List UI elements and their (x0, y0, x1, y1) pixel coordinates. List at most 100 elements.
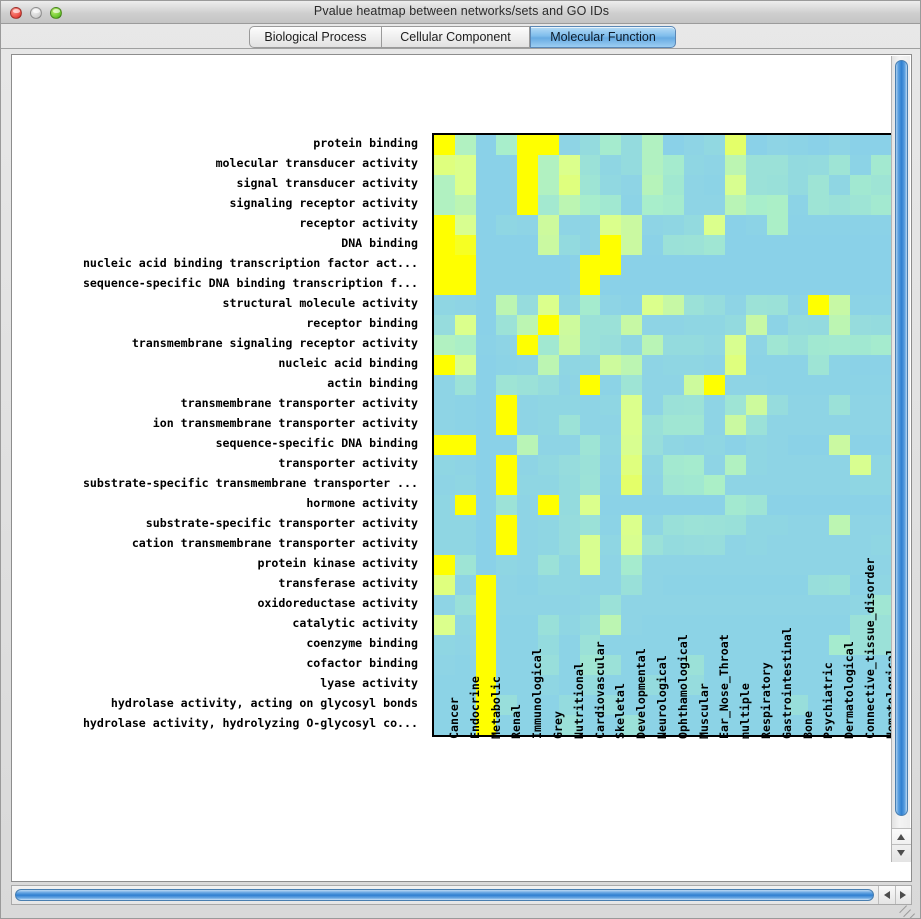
heatmap-cell[interactable] (517, 175, 538, 195)
heatmap-cell[interactable] (787, 635, 809, 655)
heatmap-cell[interactable] (579, 675, 601, 695)
heatmap-cell[interactable] (683, 475, 705, 495)
heatmap-cell[interactable] (496, 475, 518, 495)
heatmap-cell[interactable] (558, 715, 580, 735)
heatmap-cell[interactable] (579, 495, 601, 515)
heatmap-cell[interactable] (600, 275, 622, 295)
heatmap-cell[interactable] (808, 675, 830, 695)
heatmap-cell[interactable] (641, 595, 663, 615)
heatmap-cell[interactable] (829, 635, 850, 655)
heatmap-cell[interactable] (579, 175, 601, 195)
heatmap-cell[interactable] (558, 195, 580, 215)
tab-biological-process[interactable]: Biological Process (249, 26, 382, 48)
heatmap-cell[interactable] (621, 695, 642, 715)
heatmap-cell[interactable] (870, 255, 892, 275)
heatmap-cell[interactable] (475, 195, 497, 215)
heatmap-cell[interactable] (621, 215, 642, 235)
heatmap-cell[interactable] (829, 675, 850, 695)
heatmap-cell[interactable] (600, 535, 622, 555)
heatmap-cell[interactable] (662, 155, 684, 175)
heatmap-cell[interactable] (454, 215, 476, 235)
heatmap-cell[interactable] (600, 335, 622, 355)
heatmap-cell[interactable] (517, 455, 538, 475)
heatmap-cell[interactable] (537, 615, 559, 635)
heatmap-cell[interactable] (537, 475, 559, 495)
heatmap-cell[interactable] (496, 315, 518, 335)
heatmap-cell[interactable] (704, 615, 726, 635)
heatmap-cell[interactable] (579, 515, 601, 535)
heatmap-cell[interactable] (662, 615, 684, 635)
heatmap-cell[interactable] (600, 195, 622, 215)
heatmap-cell[interactable] (745, 135, 767, 155)
heatmap-cell[interactable] (849, 195, 871, 215)
heatmap-cell[interactable] (579, 295, 601, 315)
heatmap-cell[interactable] (870, 155, 892, 175)
heatmap-cell[interactable] (558, 415, 580, 435)
heatmap-cell[interactable] (849, 555, 871, 575)
heatmap-cell[interactable] (579, 535, 601, 555)
heatmap-cell[interactable] (849, 335, 871, 355)
heatmap-cell[interactable] (766, 475, 788, 495)
heatmap-cell[interactable] (434, 435, 455, 455)
horizontal-scrollbar[interactable] (11, 885, 912, 905)
heatmap-cell[interactable] (849, 175, 871, 195)
heatmap-cell[interactable] (537, 595, 559, 615)
heatmap-cell[interactable] (787, 495, 809, 515)
heatmap-cell[interactable] (475, 475, 497, 495)
heatmap-cell[interactable] (641, 475, 663, 495)
heatmap-cell[interactable] (849, 495, 871, 515)
heatmap-cell[interactable] (787, 655, 809, 675)
heatmap-cell[interactable] (766, 335, 788, 355)
heatmap-cell[interactable] (849, 255, 871, 275)
heatmap-cell[interactable] (849, 535, 871, 555)
heatmap-cell[interactable] (621, 175, 642, 195)
heatmap-cell[interactable] (496, 355, 518, 375)
heatmap-cell[interactable] (683, 675, 705, 695)
heatmap-cell[interactable] (808, 135, 830, 155)
heatmap-cell[interactable] (434, 635, 455, 655)
vertical-scrollbar-arrows[interactable] (892, 828, 911, 862)
heatmap-cell[interactable] (579, 415, 601, 435)
heatmap-cell[interactable] (434, 315, 455, 335)
scroll-left-icon[interactable] (884, 891, 890, 899)
heatmap-cell[interactable] (662, 655, 684, 675)
heatmap-cell[interactable] (787, 175, 809, 195)
heatmap-cell[interactable] (808, 455, 830, 475)
heatmap-cell[interactable] (558, 435, 580, 455)
heatmap-cell[interactable] (641, 275, 663, 295)
heatmap-cell[interactable] (745, 175, 767, 195)
heatmap-cell[interactable] (808, 275, 830, 295)
heatmap-cell[interactable] (641, 375, 663, 395)
heatmap-cell[interactable] (496, 375, 518, 395)
vertical-scrollbar-thumb[interactable] (895, 60, 908, 816)
heatmap-cell[interactable] (475, 255, 497, 275)
heatmap-cell[interactable] (849, 615, 871, 635)
heatmap-cell[interactable] (537, 275, 559, 295)
heatmap-cell[interactable] (434, 135, 455, 155)
heatmap-cell[interactable] (579, 715, 601, 735)
heatmap-cell[interactable] (600, 715, 622, 735)
heatmap-cell[interactable] (537, 315, 559, 335)
heatmap-cell[interactable] (434, 375, 455, 395)
heatmap-cell[interactable] (725, 295, 746, 315)
heatmap-cell[interactable] (475, 635, 497, 655)
heatmap-cell[interactable] (766, 135, 788, 155)
heatmap-cell[interactable] (558, 635, 580, 655)
heatmap-cell[interactable] (870, 335, 892, 355)
heatmap-cell[interactable] (496, 235, 518, 255)
heatmap-cell[interactable] (641, 655, 663, 675)
heatmap-cell[interactable] (434, 475, 455, 495)
heatmap-cell[interactable] (641, 195, 663, 215)
heatmap-cell[interactable] (454, 695, 476, 715)
heatmap-cell[interactable] (641, 535, 663, 555)
heatmap-cell[interactable] (621, 635, 642, 655)
scroll-right-icon[interactable] (900, 891, 906, 899)
heatmap-cell[interactable] (683, 295, 705, 315)
heatmap-cell[interactable] (829, 415, 850, 435)
heatmap-cell[interactable] (537, 675, 559, 695)
heatmap-cell[interactable] (558, 315, 580, 335)
heatmap-cell[interactable] (496, 575, 518, 595)
heatmap-cell[interactable] (787, 415, 809, 435)
heatmap-cell[interactable] (454, 475, 476, 495)
heatmap-cell[interactable] (745, 435, 767, 455)
